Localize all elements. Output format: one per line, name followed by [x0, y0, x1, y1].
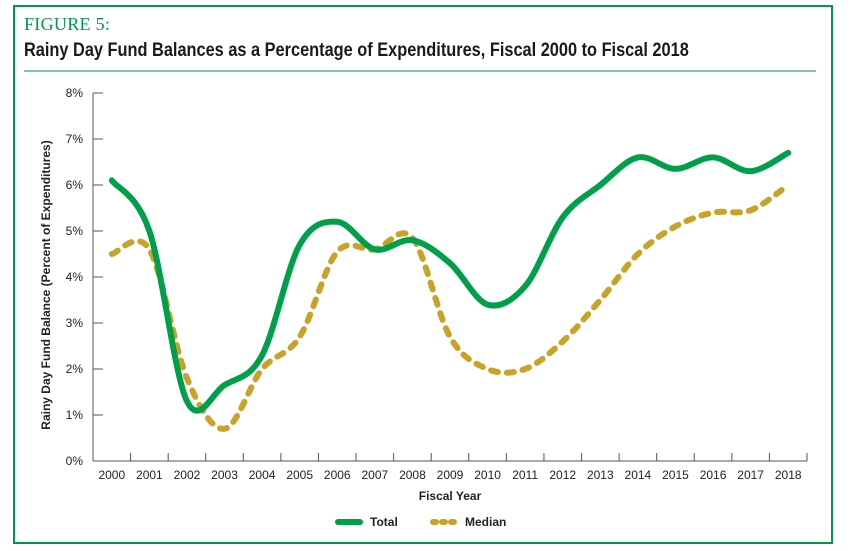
x-tick-label: 2016 — [700, 468, 727, 482]
x-tick-label: 2009 — [437, 468, 464, 482]
x-tick-label: 2010 — [474, 468, 501, 482]
x-tick-label: 2002 — [174, 468, 201, 482]
y-axis-ticks: 0% 1% 2% 3% 4% 5% 6% 7% 8% — [66, 86, 103, 468]
x-tick-label: 2003 — [211, 468, 238, 482]
x-axis-label: Fiscal Year — [419, 489, 482, 503]
series-line-median — [108, 182, 792, 432]
y-tick-label: 6% — [66, 178, 84, 192]
x-tick-label: 2001 — [136, 468, 163, 482]
x-tick-label: 2017 — [737, 468, 764, 482]
x-tick-label: 2013 — [587, 468, 614, 482]
legend-label-median: Median — [465, 515, 506, 529]
x-tick-label: 2018 — [775, 468, 802, 482]
x-tick-label: 2014 — [625, 468, 652, 482]
legend-label-total: Total — [370, 515, 398, 529]
y-tick-label: 0% — [66, 454, 84, 468]
x-tick-label: 2007 — [361, 468, 388, 482]
x-axis-ticks: 2000 2001 2002 2003 2004 2005 2006 2007 2008 2009… — [92, 453, 808, 482]
series-lines — [108, 149, 792, 432]
series-line-total — [108, 149, 792, 414]
title-divider — [24, 70, 816, 72]
y-tick-label: 4% — [66, 270, 84, 284]
y-tick-label: 2% — [66, 362, 84, 376]
y-tick-label: 1% — [66, 408, 84, 422]
y-tick-label: 7% — [66, 132, 84, 146]
x-tick-label: 2006 — [324, 468, 351, 482]
legend: Total Median — [335, 515, 506, 529]
y-tick-label: 8% — [66, 86, 84, 100]
x-tick-label: 2008 — [399, 468, 426, 482]
x-tick-label: 2004 — [249, 468, 276, 482]
x-tick-label: 2011 — [512, 468, 538, 482]
x-tick-label: 2000 — [98, 468, 125, 482]
figure-frame — [13, 5, 833, 544]
figure-label: FIGURE 5: — [24, 14, 111, 34]
y-axis-label: Rainy Day Fund Balance (Percent of Expen… — [39, 140, 53, 429]
x-tick-label: 2012 — [549, 468, 576, 482]
x-tick-label: 2005 — [286, 468, 313, 482]
chart-title: Rainy Day Fund Balances as a Percentage … — [24, 40, 689, 61]
x-tick-label: 2015 — [662, 468, 689, 482]
y-tick-label: 3% — [66, 316, 84, 330]
y-tick-label: 5% — [66, 224, 84, 238]
